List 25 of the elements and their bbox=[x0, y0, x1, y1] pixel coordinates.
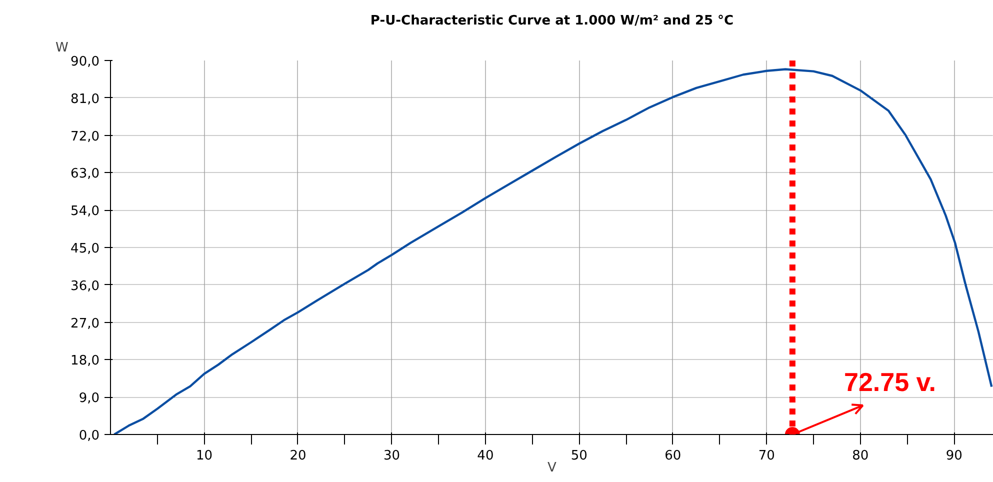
x-axis-title: V bbox=[548, 460, 557, 476]
y-tick-label: 27,0 bbox=[70, 316, 100, 332]
x-tick-label: 40 bbox=[477, 448, 494, 464]
y-tick-label: 18,0 bbox=[70, 354, 100, 369]
y-tick-label: 54,0 bbox=[70, 204, 100, 220]
y-tick-label: 9,0 bbox=[78, 391, 100, 406]
x-tick-label: 70 bbox=[758, 448, 775, 464]
y-tick-label: 72,0 bbox=[70, 129, 100, 144]
x-tick-label: 30 bbox=[383, 448, 400, 464]
y-axis-title: W bbox=[56, 40, 68, 56]
line-series bbox=[113, 68, 993, 434]
annotation: 72.75 v. bbox=[844, 367, 936, 398]
x-tick-label: 20 bbox=[290, 448, 306, 464]
y-tick-label: 90,0 bbox=[70, 54, 100, 70]
y-tick-label: 36,0 bbox=[70, 278, 100, 294]
y-tick-label: 0,0 bbox=[78, 428, 100, 444]
y-tick-label: 45,0 bbox=[70, 242, 100, 256]
x-tick-label: 80 bbox=[852, 448, 869, 464]
x-tick-label: 60 bbox=[664, 448, 682, 464]
y-tick-label: 63,0 bbox=[70, 166, 100, 182]
y-tick-label: 81,0 bbox=[70, 92, 100, 107]
x-tick-label: 90 bbox=[946, 448, 962, 464]
chart-title: P-U-Characteristic Curve at 1.000 W/m² and 25 °C bbox=[370, 14, 734, 28]
x-tick-label: 10 bbox=[196, 448, 213, 464]
x-tick-label: 50 bbox=[570, 448, 588, 464]
